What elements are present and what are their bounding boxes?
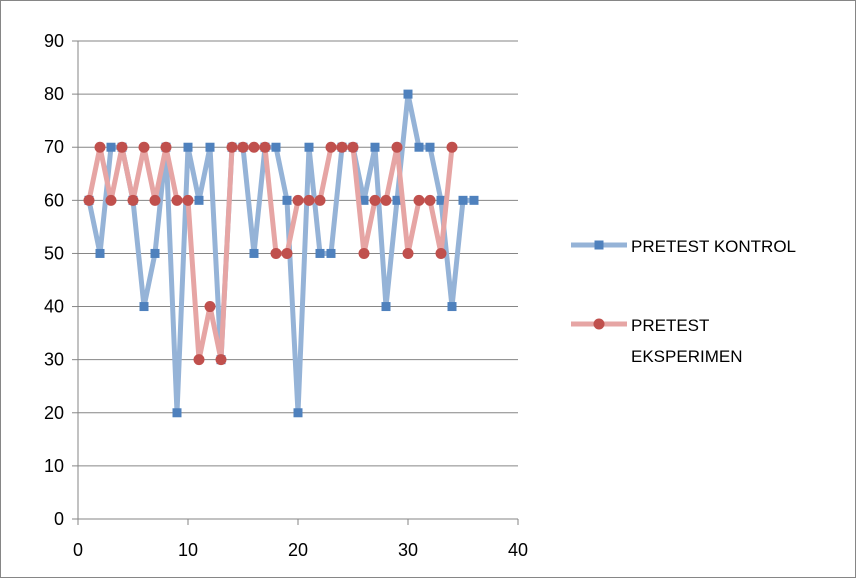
- data-point: [292, 194, 304, 206]
- data-point: [95, 248, 105, 258]
- x-tick-label: 0: [73, 540, 83, 560]
- data-point: [314, 194, 326, 206]
- data-point: [458, 195, 468, 205]
- series-line: [86, 91, 474, 416]
- data-point: [215, 354, 227, 366]
- data-point: [424, 194, 436, 206]
- y-tick-label: 30: [44, 350, 64, 370]
- x-tick-label: 10: [178, 540, 198, 560]
- data-point: [182, 194, 194, 206]
- y-tick-label: 70: [44, 137, 64, 157]
- data-point: [359, 195, 369, 205]
- data-point: [380, 194, 392, 206]
- legend-label-kontrol: PRETEST KONTROL: [631, 237, 796, 256]
- data-point: [160, 141, 172, 153]
- data-point: [205, 142, 215, 152]
- legend: PRETEST KONTROL PRETEST EKSPERIMEN: [571, 237, 796, 366]
- y-tick-label: 20: [44, 403, 64, 423]
- legend-label-eksperimen-line2: EKSPERIMEN: [631, 347, 742, 366]
- legend-marker-eksperimen: [593, 318, 605, 330]
- data-point: [369, 194, 381, 206]
- data-point: [138, 141, 150, 153]
- data-point: [326, 248, 336, 258]
- data-point: [281, 247, 293, 259]
- data-point: [106, 142, 116, 152]
- data-point: [425, 142, 435, 152]
- data-point: [149, 194, 161, 206]
- x-tick-label: 30: [398, 540, 418, 560]
- y-axis-ticks: 0 10 20 30 40 50 60 70 80 90: [44, 31, 78, 529]
- data-point: [282, 195, 292, 205]
- data-point: [259, 141, 271, 153]
- data-point: [172, 408, 182, 418]
- data-point: [116, 141, 128, 153]
- legend-marker-kontrol: [594, 240, 604, 250]
- data-point: [413, 194, 425, 206]
- y-tick-label: 10: [44, 456, 64, 476]
- y-tick-label: 80: [44, 84, 64, 104]
- data-point: [183, 142, 193, 152]
- series-layer: [83, 89, 479, 418]
- data-point: [193, 354, 205, 366]
- series-kontrol: [84, 89, 479, 418]
- data-point: [271, 142, 281, 152]
- data-point: [94, 141, 106, 153]
- data-point: [381, 302, 391, 312]
- data-point: [347, 141, 359, 153]
- axes: [77, 41, 518, 520]
- data-point: [293, 408, 303, 418]
- data-point: [237, 141, 249, 153]
- y-tick-label: 50: [44, 243, 64, 263]
- data-point: [403, 89, 413, 99]
- data-point: [83, 194, 95, 206]
- data-point: [325, 141, 337, 153]
- x-tick-label: 20: [288, 540, 308, 560]
- data-point: [226, 141, 238, 153]
- series-eksperimen: [83, 141, 458, 366]
- data-point: [127, 194, 139, 206]
- data-point: [171, 194, 183, 206]
- data-point: [402, 247, 414, 259]
- data-point: [447, 302, 457, 312]
- data-point: [315, 248, 325, 258]
- data-point: [446, 141, 458, 153]
- data-point: [204, 301, 216, 313]
- data-point: [248, 141, 260, 153]
- data-point: [391, 141, 403, 153]
- data-point: [150, 248, 160, 258]
- y-tick-label: 0: [54, 509, 64, 529]
- y-tick-label: 40: [44, 297, 64, 317]
- y-tick-label: 60: [44, 190, 64, 210]
- data-point: [304, 142, 314, 152]
- data-point: [336, 141, 348, 153]
- legend-label-eksperimen-line1: PRETEST: [631, 316, 709, 335]
- data-point: [392, 195, 402, 205]
- data-point: [414, 142, 424, 152]
- data-point: [139, 302, 149, 312]
- data-point: [270, 247, 282, 259]
- x-tick-label: 40: [508, 540, 528, 560]
- x-axis-ticks: 0 10 20 30 40: [73, 519, 528, 560]
- data-point: [303, 194, 315, 206]
- data-point: [249, 248, 259, 258]
- data-point: [194, 195, 204, 205]
- data-point: [435, 247, 447, 259]
- data-point: [469, 195, 479, 205]
- data-point: [105, 194, 117, 206]
- series-line: [86, 144, 455, 363]
- data-point: [436, 195, 446, 205]
- data-point: [358, 247, 370, 259]
- y-tick-label: 90: [44, 31, 64, 51]
- data-point: [370, 142, 380, 152]
